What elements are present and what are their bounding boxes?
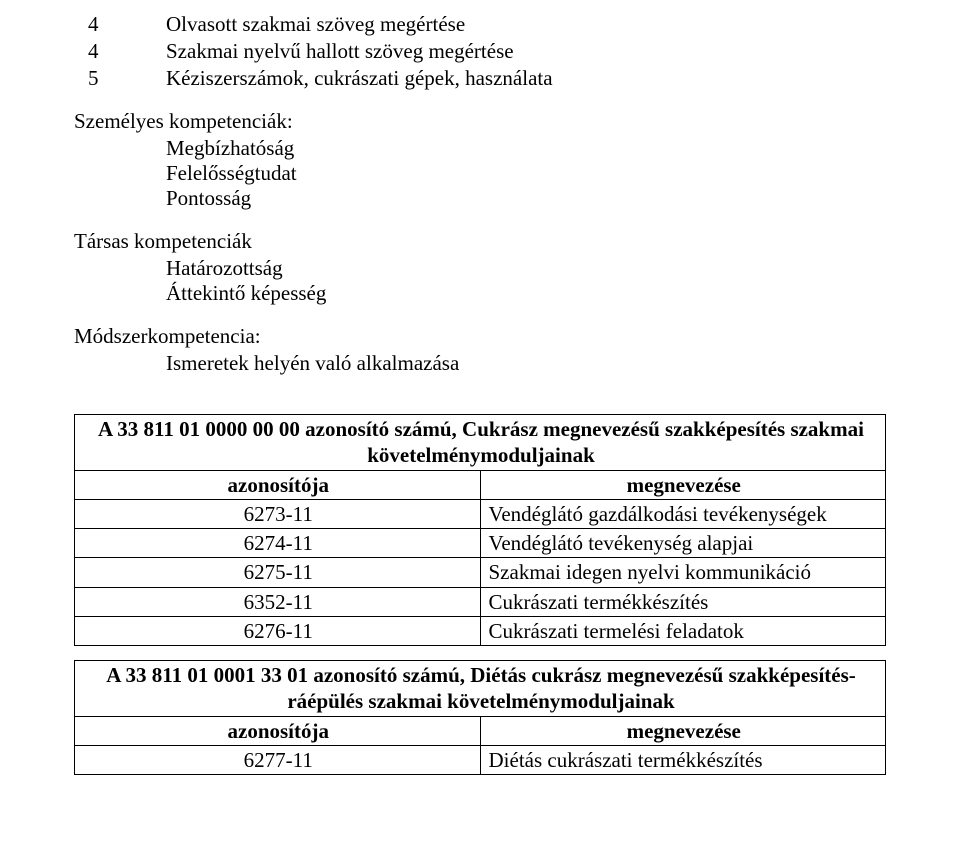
cell-name: Diétás cukrászati termékkészítés (480, 745, 886, 774)
table-title-line1: A 33 811 01 0001 33 01 azonosító számú, … (106, 663, 856, 687)
section-item: Ismeretek helyén való alkalmazása (74, 351, 886, 376)
item-number: 4 (74, 12, 136, 37)
table-header-row: azonosítója megnevezése (75, 716, 886, 745)
item-text: Olvasott szakmai szöveg megértése (136, 12, 886, 37)
item-number: 4 (74, 39, 136, 64)
cell-id: 6273-11 (75, 499, 481, 528)
section-heading: Személyes kompetenciák: (74, 109, 886, 134)
cell-id: 6277-11 (75, 745, 481, 774)
cell-name: Vendéglátó tevékenység alapjai (480, 529, 886, 558)
cell-name: Cukrászati termékkészítés (480, 587, 886, 616)
table-title: A 33 811 01 0001 33 01 azonosító számú, … (75, 661, 886, 717)
table-row: 6352-11 Cukrászati termékkészítés (75, 587, 886, 616)
table-title: A 33 811 01 0000 00 00 azonosító számú, … (75, 415, 886, 471)
table-header-row: azonosítója megnevezése (75, 470, 886, 499)
section-item: Áttekintő képesség (74, 281, 886, 306)
list-item: 5 Kéziszerszámok, cukrászati gépek, hasz… (74, 66, 886, 91)
cell-name: Szakmai idegen nyelvi kommunikáció (480, 558, 886, 587)
table-title-row: A 33 811 01 0001 33 01 azonosító számú, … (75, 661, 886, 717)
item-text: Kéziszerszámok, cukrászati gépek, haszná… (136, 66, 886, 91)
table-title-line2: ráépülés szakmai követelménymoduljainak (287, 689, 674, 713)
section-item: Pontosság (74, 186, 886, 211)
cell-name: Cukrászati termelési feladatok (480, 616, 886, 645)
table-title-line2: követelménymoduljainak (367, 443, 595, 467)
list-item: 4 Olvasott szakmai szöveg megértése (74, 12, 886, 37)
table-row: 6276-11 Cukrászati termelési feladatok (75, 616, 886, 645)
section-item: Felelősségtudat (74, 161, 886, 186)
section-heading: Társas kompetenciák (74, 229, 886, 254)
section-item: Megbízhatóság (74, 136, 886, 161)
column-header-name: megnevezése (480, 716, 886, 745)
table-title-row: A 33 811 01 0000 00 00 azonosító számú, … (75, 415, 886, 471)
column-header-id: azonosítója (75, 470, 481, 499)
table-row: 6273-11 Vendéglátó gazdálkodási tevékeny… (75, 499, 886, 528)
requirements-table-1: A 33 811 01 0000 00 00 azonosító számú, … (74, 414, 886, 646)
item-text: Szakmai nyelvű hallott szöveg megértése (136, 39, 886, 64)
table-row: 6277-11 Diétás cukrászati termékkészítés (75, 745, 886, 774)
cell-id: 6275-11 (75, 558, 481, 587)
section-heading: Módszerkompetencia: (74, 324, 886, 349)
table-row: 6275-11 Szakmai idegen nyelvi kommunikác… (75, 558, 886, 587)
cell-id: 6352-11 (75, 587, 481, 616)
column-header-id: azonosítója (75, 716, 481, 745)
cell-id: 6274-11 (75, 529, 481, 558)
cell-name: Vendéglátó gazdálkodási tevékenységek (480, 499, 886, 528)
item-number: 5 (74, 66, 136, 91)
cell-id: 6276-11 (75, 616, 481, 645)
requirements-table-2: A 33 811 01 0001 33 01 azonosító számú, … (74, 660, 886, 775)
list-item: 4 Szakmai nyelvű hallott szöveg megértés… (74, 39, 886, 64)
column-header-name: megnevezése (480, 470, 886, 499)
section-item: Határozottság (74, 256, 886, 281)
table-row: 6274-11 Vendéglátó tevékenység alapjai (75, 529, 886, 558)
numbered-list: 4 Olvasott szakmai szöveg megértése 4 Sz… (74, 12, 886, 91)
table-title-line1: A 33 811 01 0000 00 00 azonosító számú, … (98, 417, 864, 441)
